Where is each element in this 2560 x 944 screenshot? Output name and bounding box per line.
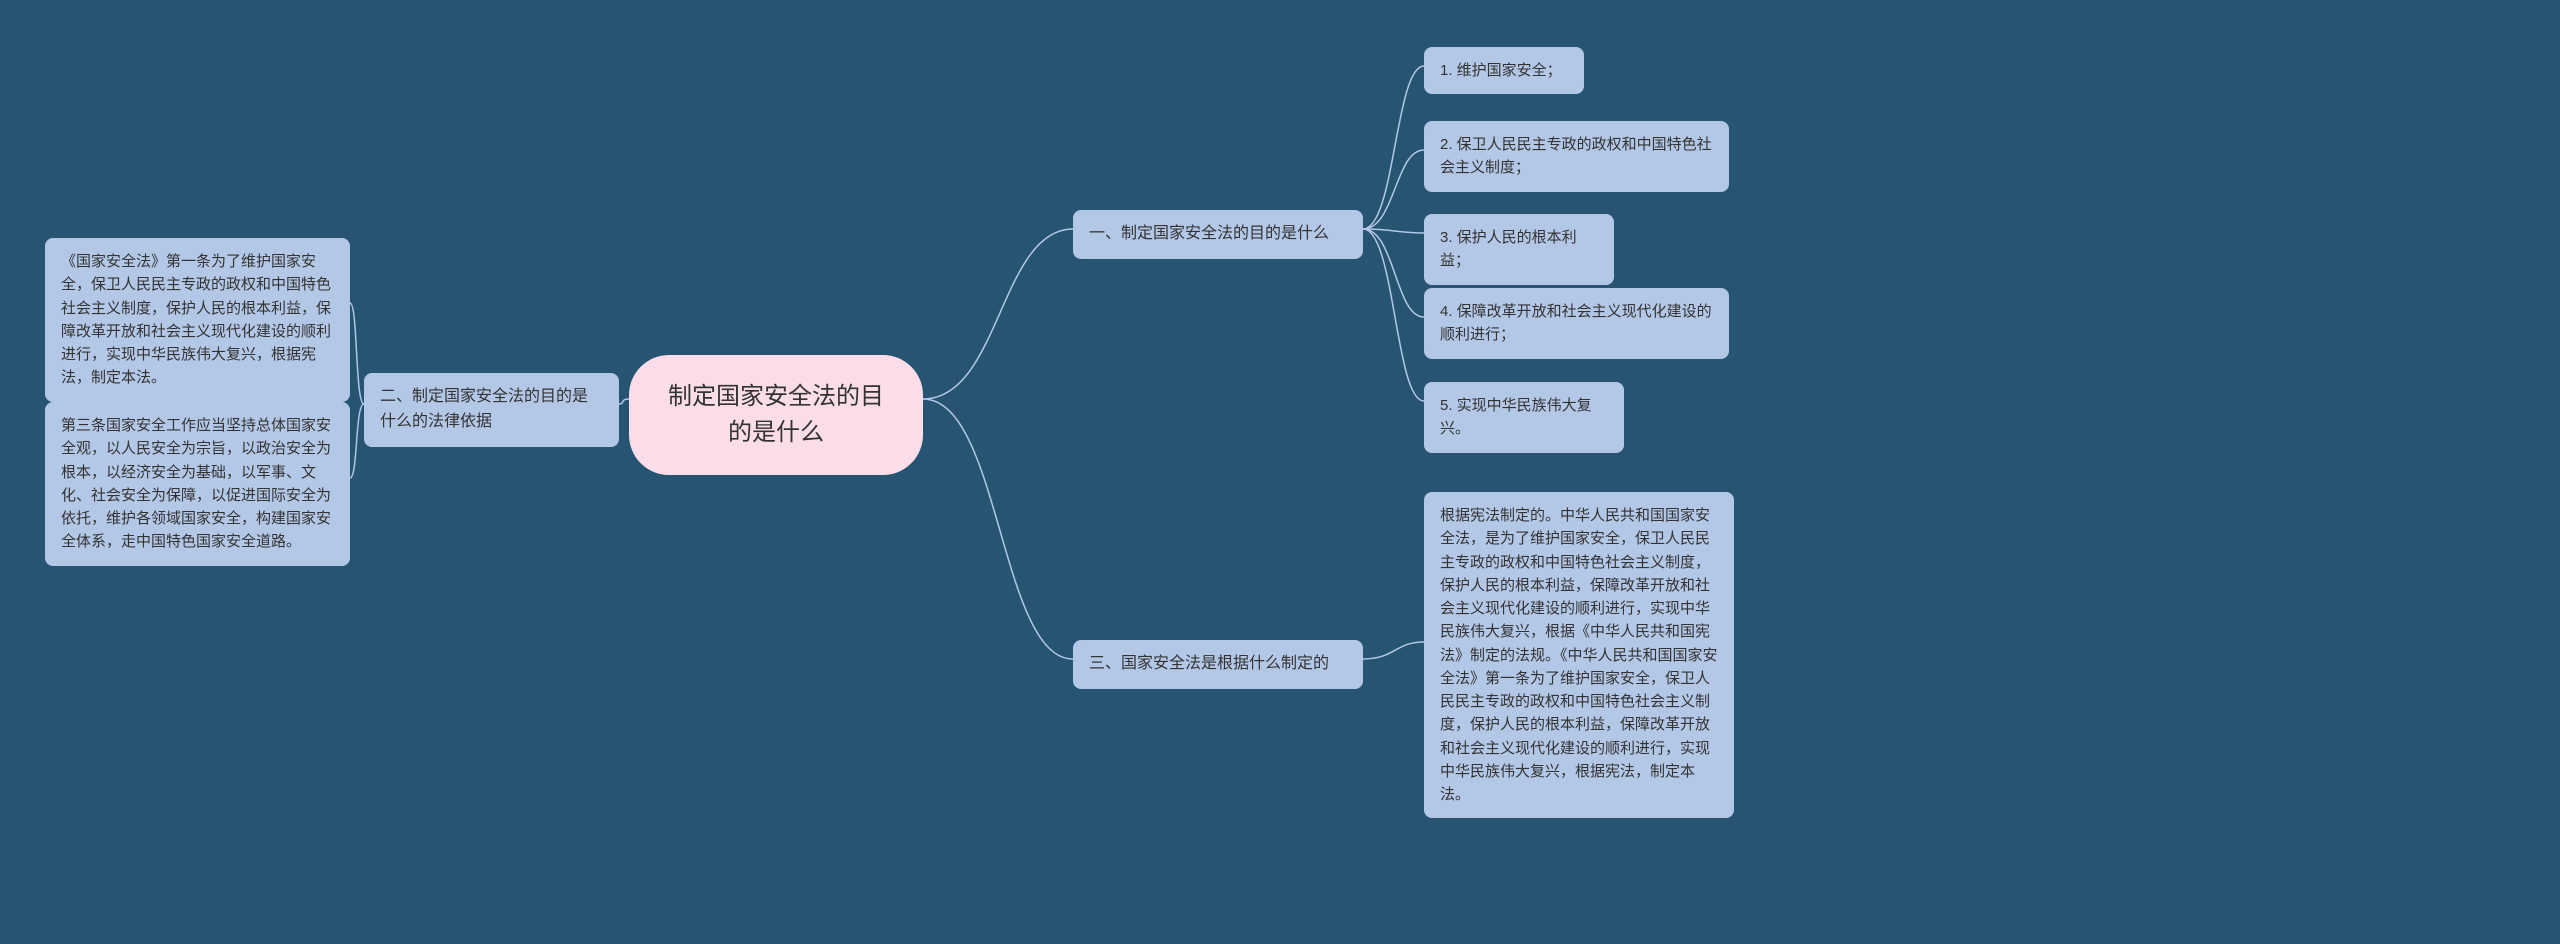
leaf-text: 4. 保障改革开放和社会主义现代化建设的顺利进行； [1440, 303, 1712, 343]
leaf-text: 2. 保卫人民民主专政的政权和中国特色社会主义制度； [1440, 136, 1712, 176]
branch-3-label: 三、国家安全法是根据什么制定的 [1089, 655, 1329, 672]
branch-1-leaf-2[interactable]: 2. 保卫人民民主专政的政权和中国特色社会主义制度； [1424, 121, 1729, 192]
leaf-text: 1. 维护国家安全； [1440, 62, 1562, 79]
branch-1[interactable]: 一、制定国家安全法的目的是什么 [1073, 210, 1363, 259]
branch-1-leaf-5[interactable]: 5. 实现中华民族伟大复兴。 [1424, 382, 1624, 453]
branch-1-leaf-1[interactable]: 1. 维护国家安全； [1424, 47, 1584, 94]
leaf-text: 根据宪法制定的。中华人民共和国国家安全法，是为了维护国家安全，保卫人民民主专政的… [1440, 507, 1718, 803]
root-title: 制定国家安全法的目的是什么 [668, 383, 884, 446]
branch-2-leaf-2[interactable]: 第三条国家安全工作应当坚持总体国家安全观，以人民安全为宗旨，以政治安全为根本，以… [45, 402, 350, 566]
leaf-text: 《国家安全法》第一条为了维护国家安全，保卫人民民主专政的政权和中国特色社会主义制… [61, 253, 331, 386]
leaf-text: 5. 实现中华民族伟大复兴。 [1440, 397, 1592, 437]
branch-2[interactable]: 二、制定国家安全法的目的是什么的法律依据 [364, 373, 619, 447]
branch-1-leaf-4[interactable]: 4. 保障改革开放和社会主义现代化建设的顺利进行； [1424, 288, 1729, 359]
root-node[interactable]: 制定国家安全法的目的是什么 [629, 355, 923, 475]
leaf-text: 第三条国家安全工作应当坚持总体国家安全观，以人民安全为宗旨，以政治安全为根本，以… [61, 417, 331, 550]
branch-2-label: 二、制定国家安全法的目的是什么的法律依据 [380, 388, 588, 430]
branch-3[interactable]: 三、国家安全法是根据什么制定的 [1073, 640, 1363, 689]
connector-layer [0, 0, 2560, 944]
branch-3-leaf[interactable]: 根据宪法制定的。中华人民共和国国家安全法，是为了维护国家安全，保卫人民民主专政的… [1424, 492, 1734, 818]
branch-1-leaf-3[interactable]: 3. 保护人民的根本利益； [1424, 214, 1614, 285]
branch-1-label: 一、制定国家安全法的目的是什么 [1089, 225, 1329, 242]
branch-2-leaf-1[interactable]: 《国家安全法》第一条为了维护国家安全，保卫人民民主专政的政权和中国特色社会主义制… [45, 238, 350, 402]
leaf-text: 3. 保护人民的根本利益； [1440, 229, 1577, 269]
